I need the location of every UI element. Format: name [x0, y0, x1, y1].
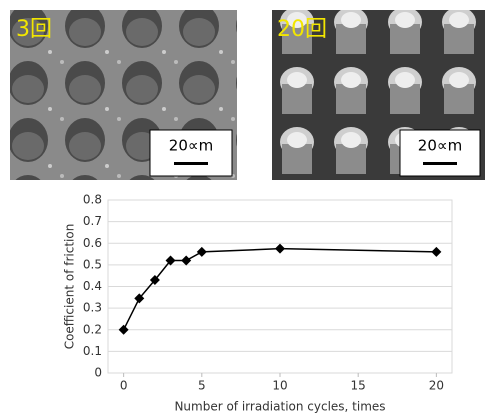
y-tick-label: 0: [94, 366, 102, 380]
scale-label: 20∝m: [169, 137, 213, 155]
y-tick-label: 0.7: [83, 214, 102, 228]
y-tick-label: 0.1: [83, 344, 102, 358]
x-tick-label: 5: [198, 379, 206, 393]
x-tick-label: 10: [272, 379, 287, 393]
y-tick-label: 0.3: [83, 301, 102, 315]
y-tick-label: 0.2: [83, 322, 102, 336]
x-tick-label: 20: [429, 379, 444, 393]
marker: [181, 256, 191, 266]
marker: [431, 247, 441, 257]
sem-image: 20回 20∝m: [272, 10, 485, 180]
x-tick-label: 0: [120, 379, 128, 393]
y-axis-label: Coefficient of friction: [63, 224, 77, 350]
marker: [119, 325, 129, 335]
figure: 3回 20∝m 20回 20∝m 00.10.20.30.40.50.60.70…: [0, 0, 490, 414]
x-tick-label: 15: [351, 379, 366, 393]
marker: [197, 247, 207, 257]
y-tick-label: 0.5: [83, 257, 102, 271]
sem-image: 3回 20∝m: [10, 10, 237, 180]
y-tick-label: 0.4: [83, 279, 102, 293]
x-axis-label: Number of irradiation cycles, times: [174, 400, 385, 414]
image-label: 20回: [277, 17, 327, 42]
y-tick-label: 0.8: [83, 193, 102, 207]
y-tick-label: 0.6: [83, 236, 102, 250]
image-label: 3回: [16, 17, 52, 42]
chart: 0 0.1 0.2 0.3 0.4 0.5 0.6 0.7 0.8 0 5 10 15 20 Number …: [63, 193, 453, 414]
scale-label: 20∝m: [418, 137, 462, 155]
marker: [275, 244, 285, 254]
